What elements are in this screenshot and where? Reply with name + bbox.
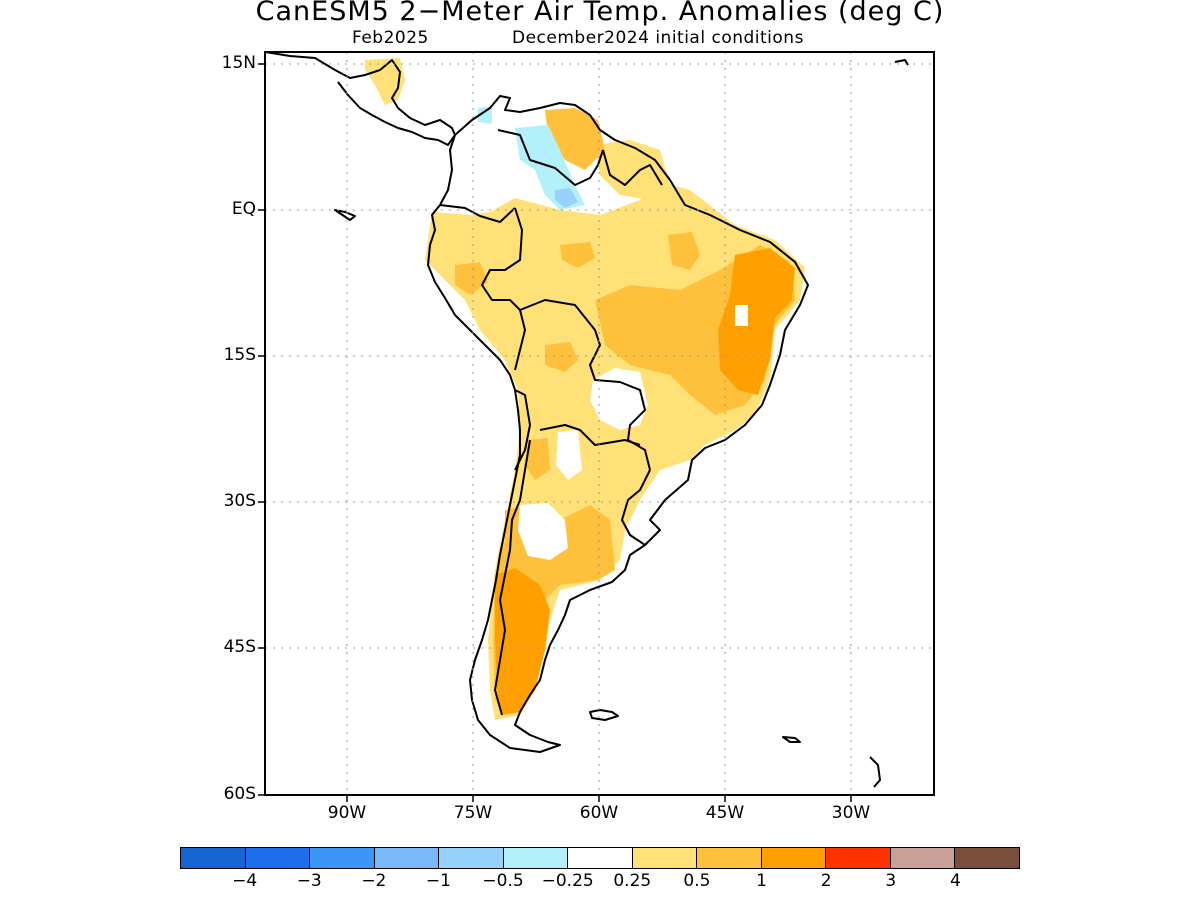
colorbar-swatch <box>761 848 827 868</box>
lat-label-15s: 15S <box>223 345 256 365</box>
lon-label-75w: 75W <box>453 803 493 823</box>
colorbar-label: −2 <box>361 871 387 891</box>
colorbar-label: 4 <box>949 871 961 891</box>
colorbar-swatch <box>632 848 698 868</box>
anomaly-field <box>365 58 805 720</box>
lat-label-eq: EQ <box>231 199 256 219</box>
lat-label-60s: 60S <box>223 784 256 804</box>
colorbar-swatch <box>374 848 440 868</box>
colorbar-label: −0.25 <box>541 871 594 891</box>
colorbar-label: 2 <box>820 871 832 891</box>
axis-ticks <box>258 63 852 802</box>
colorbar-label: 0.25 <box>613 871 652 891</box>
coastlines <box>265 52 909 788</box>
forecast-month: Feb2025 <box>352 28 429 48</box>
map-title: CanESM5 2−Meter Air Temp. Anomalies (deg… <box>255 0 945 27</box>
lon-label-90w: 90W <box>327 803 367 823</box>
colorbar-label: 0.5 <box>683 871 711 891</box>
colorbar-swatch <box>955 848 1019 868</box>
colorbar-label: −3 <box>296 871 322 891</box>
initial-conditions-label: December2024 initial conditions <box>512 28 804 48</box>
lat-label-15n: 15N <box>221 53 256 73</box>
colorbar-swatch <box>181 848 246 868</box>
colorbar-swatch <box>697 848 762 868</box>
colorbar-label: −4 <box>232 871 258 891</box>
colorbar-swatch <box>826 848 891 868</box>
colorbar-label: −0.5 <box>482 871 524 891</box>
colorbar-swatch <box>568 848 633 868</box>
colorbar-label: 1 <box>756 871 767 891</box>
colorbar-swatch <box>503 848 569 868</box>
lon-label-60w: 60W <box>579 803 619 823</box>
colorbar-swatch <box>890 848 956 868</box>
lon-label-45w: 45W <box>705 803 745 823</box>
colorbar <box>180 847 1020 869</box>
colorbar-swatch <box>310 848 375 868</box>
colorbar-label: −1 <box>425 871 451 891</box>
colorbar-label: 3 <box>885 871 897 891</box>
lat-label-45s: 45S <box>223 637 256 657</box>
lat-label-30s: 30S <box>223 491 256 511</box>
colorbar-swatch <box>245 848 311 868</box>
lon-label-30w: 30W <box>831 803 871 823</box>
colorbar-swatch <box>439 848 504 868</box>
